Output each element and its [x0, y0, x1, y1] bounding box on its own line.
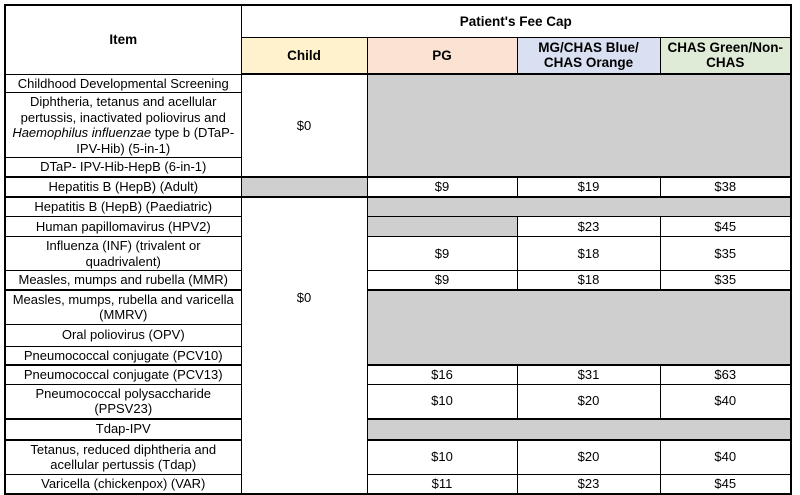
table-row: Oral poliovirus (OPV) — [4, 323, 791, 347]
child-fee-merged-top: $0 — [240, 73, 368, 177]
fee-cell: $40 — [659, 438, 792, 475]
table-row: Influenza (INF) (trivalent or quadrivale… — [4, 236, 792, 271]
item-cell: Tdap-IPV — [4, 417, 242, 440]
fee-cell: $9 — [366, 175, 518, 197]
fee-cell: $9 — [366, 236, 518, 271]
table-row: Measles, mumps and rubella (MMR) $9 $18 … — [4, 270, 792, 290]
fee-cell: $31 — [516, 364, 661, 385]
table-row: Diphtheria, tetanus and acellular pertus… — [4, 92, 791, 158]
fee-cell: $18 — [516, 236, 661, 271]
table-row: DTaP- IPV-Hib-HepB (6-in-1) — [4, 157, 791, 177]
item-cell: Tetanus, reduced diphtheria and acellula… — [4, 438, 242, 475]
item-text: type b (DTaP- IPV-Hib) (5-in-1) — [76, 125, 235, 156]
item-italic-text: Haemophilus influenzae — [12, 125, 152, 140]
fee-cell: $35 — [659, 270, 792, 290]
table-row: Child PG MG/CHAS Blue/ CHAS Orange CHAS … — [5, 36, 792, 75]
item-cell: Pneumococcal conjugate (PCV10) — [4, 345, 242, 366]
fee-cell: $45 — [659, 216, 792, 237]
fee-cell: $40 — [659, 383, 792, 419]
fee-cell: $20 — [516, 438, 661, 475]
col-header-chas-green-non-chas: CHAS Green/Non-CHAS — [659, 36, 792, 75]
fee-cell: $10 — [366, 383, 518, 419]
fee-cell: $10 — [366, 438, 518, 475]
item-cell: Hepatitis B (HepB) (Paediatric) — [4, 195, 242, 217]
item-cell: Diphtheria, tetanus and acellular pertus… — [4, 92, 242, 158]
table-row: Childhood Developmental Screening $0 — [4, 73, 792, 177]
na-cell — [366, 288, 792, 366]
fee-cell: $23 — [516, 216, 661, 237]
table-row: Hepatitis B (HepB) (Adult) $9 $19 $38 — [4, 175, 792, 197]
table-row: Varicella (chickenpox) (VAR) $11 $23 $45 — [4, 473, 792, 495]
table-row: Pneumococcal conjugate (PCV13) $16 $31 $… — [4, 364, 792, 385]
item-cell: DTaP- IPV-Hib-HepB (6-in-1) — [4, 157, 242, 177]
col-header-child: Child — [240, 36, 368, 75]
fee-cell: $45 — [659, 473, 792, 495]
item-cell: Childhood Developmental Screening — [4, 73, 242, 93]
fee-cell: $19 — [516, 175, 661, 197]
item-cell: Human papillomavirus (HPV2) — [4, 216, 242, 237]
item-cell: Pneumococcal conjugate (PCV13) — [4, 364, 242, 385]
table-row: Pneumococcal polysaccharide (PPSV23) $10… — [4, 383, 792, 419]
item-text: Diphtheria, tetanus and acellular pertus… — [20, 94, 226, 125]
item-column-header: Item — [4, 4, 242, 75]
table-row: Hepatitis B (HepB) (Paediatric) $0 — [4, 195, 792, 495]
na-cell — [366, 195, 792, 217]
table-row: Tdap-IPV — [4, 417, 792, 440]
item-cell: Varicella (chickenpox) (VAR) — [4, 473, 242, 495]
item-cell: Influenza (INF) (trivalent or quadrivale… — [4, 236, 242, 271]
na-cell — [366, 417, 792, 440]
na-cell — [240, 175, 368, 197]
col-header-mg-chas-blue-orange: MG/CHAS Blue/ CHAS Orange — [516, 36, 661, 75]
item-cell: Measles, mumps, rubella and varicella (M… — [4, 288, 242, 325]
item-cell: Measles, mumps and rubella (MMR) — [4, 270, 242, 290]
child-fee-merged-bottom: $0 — [240, 195, 368, 495]
fee-cell: $38 — [659, 175, 792, 197]
table-row: Pneumococcal conjugate (PCV10) — [4, 345, 791, 366]
table-row: Tetanus, reduced diphtheria and acellula… — [4, 438, 792, 475]
table-title: Patient's Fee Cap — [240, 4, 792, 38]
col-header-pg: PG — [366, 36, 518, 75]
fee-cell: $23 — [516, 473, 661, 495]
fee-cell: $20 — [516, 383, 661, 419]
table-row: Human papillomavirus (HPV2) $23 $45 — [4, 216, 792, 237]
fee-cap-table: Item Patient's Fee Cap Child PG MG/CHAS … — [4, 4, 792, 495]
fee-cell: $16 — [366, 364, 518, 385]
item-cell: Pneumococcal polysaccharide (PPSV23) — [4, 383, 242, 419]
item-cell: Hepatitis B (HepB) (Adult) — [4, 175, 242, 197]
fee-cell: $9 — [366, 270, 518, 290]
fee-cell: $35 — [659, 236, 792, 271]
fee-cell: $11 — [366, 473, 518, 495]
na-cell — [366, 216, 518, 237]
table-row: Item Patient's Fee Cap — [4, 4, 792, 75]
item-cell: Oral poliovirus (OPV) — [4, 323, 242, 347]
na-cell — [366, 73, 792, 177]
fee-cell: $63 — [659, 364, 792, 385]
table-row: Measles, mumps, rubella and varicella (M… — [4, 288, 792, 366]
fee-cell: $18 — [516, 270, 661, 290]
